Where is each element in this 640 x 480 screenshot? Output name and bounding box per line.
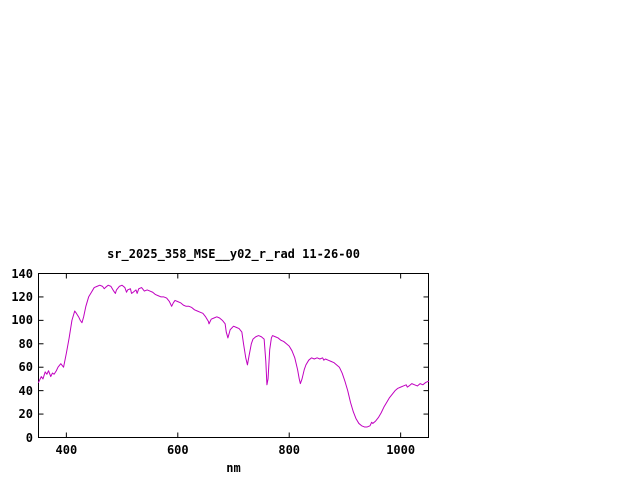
y-tick-label: 100 — [11, 313, 33, 328]
x-tick-label: 600 — [166, 443, 189, 457]
y-tick-label: 0 — [25, 430, 33, 445]
x-axis-label: nm — [226, 461, 241, 475]
y-tick-label: 60 — [18, 360, 33, 375]
x-tick-label: 1000 — [386, 443, 416, 457]
x-tick-label: 800 — [278, 443, 301, 457]
y-tick-label: 140 — [11, 266, 33, 281]
y-tick-label: 20 — [18, 407, 33, 422]
plot-border — [38, 273, 429, 438]
y-tick-label: 80 — [18, 336, 33, 351]
spectrum-line — [38, 284, 429, 428]
y-tick-label: 120 — [11, 289, 33, 304]
y-tick-label: 40 — [18, 383, 33, 398]
x-tick-label: 400 — [55, 443, 78, 457]
chart-title: sr_2025_358_MSE__y02_r_rad 11-26-00 — [107, 247, 360, 261]
